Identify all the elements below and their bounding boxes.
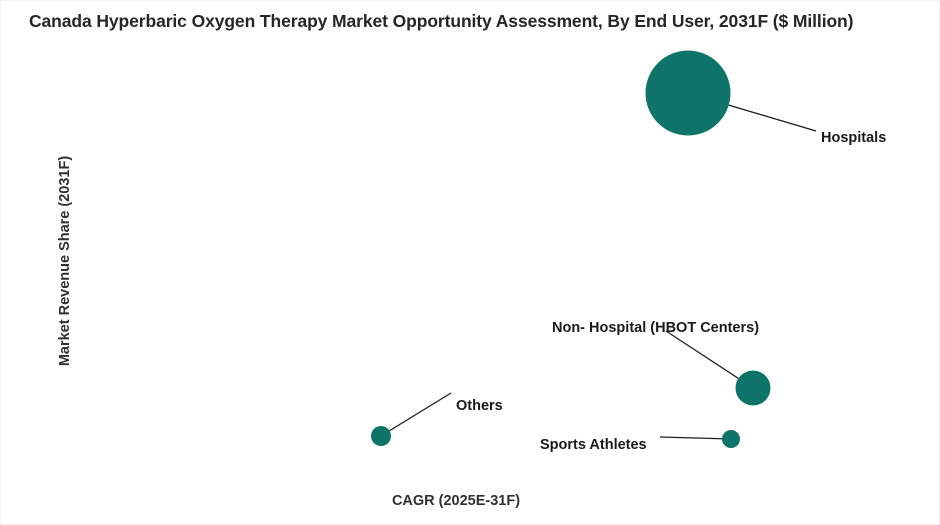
data-bubble[interactable] xyxy=(735,370,771,406)
bubble-label: Others xyxy=(456,398,503,414)
leader-line xyxy=(659,436,732,440)
bubble-label: Hospitals xyxy=(821,130,887,146)
data-bubble[interactable] xyxy=(722,430,740,448)
chart-title: Canada Hyperbaric Oxygen Therapy Market … xyxy=(29,11,854,31)
bubble-label: Non- Hospital (HBOT Centers) xyxy=(552,320,760,336)
x-axis-title: CAGR (2025E-31F) xyxy=(391,493,521,509)
bubbles-group xyxy=(371,50,771,448)
bubble-label: Sports Athletes xyxy=(540,437,647,453)
data-bubble[interactable] xyxy=(645,50,731,136)
leader-line xyxy=(380,392,452,437)
data-bubble[interactable] xyxy=(371,426,391,446)
